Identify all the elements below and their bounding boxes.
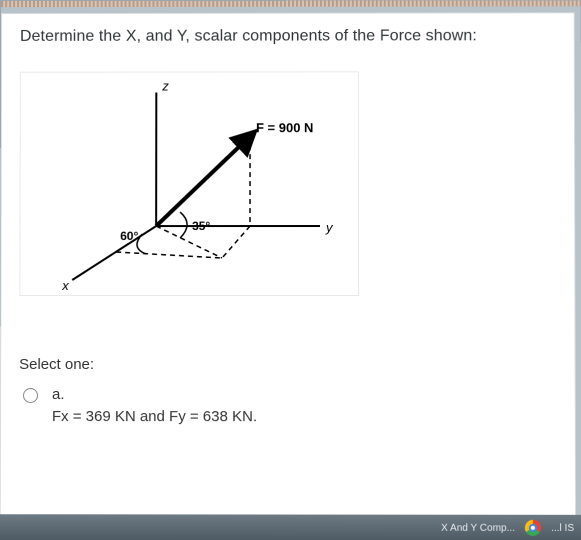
proj-drop3 — [156, 226, 222, 258]
proj-drop4 — [116, 252, 222, 258]
browser-top-stripe — [1, 0, 580, 7]
select-one-label: Select one: — [19, 356, 557, 373]
option-a-letter: a. — [52, 385, 257, 405]
axis-z-label: z — [161, 78, 169, 93]
diagram-svg: z y x 35° 60° F = 900 N — [20, 72, 360, 297]
screen-frame: Determine the X, and Y, scalar component… — [0, 0, 581, 540]
axis-y-label: y — [325, 220, 334, 235]
option-a-text: Fx = 369 KN and Fy = 638 KN. — [52, 408, 257, 425]
option-a-radio[interactable] — [23, 388, 38, 403]
question-card: Determine the X, and Y, scalar component… — [0, 12, 576, 518]
taskbar-item-1[interactable]: X And Y Comp... — [441, 522, 515, 533]
force-vector — [156, 136, 250, 226]
angle-60-label: 60° — [120, 229, 138, 243]
option-a-body: a. Fx = 369 KN and Fy = 638 KN. — [52, 385, 257, 428]
axis-x-label: x — [61, 278, 69, 293]
taskbar: X And Y Comp... ...l IS — [0, 514, 581, 540]
chrome-icon[interactable] — [525, 520, 541, 536]
question-prompt: Determine the X, and Y, scalar component… — [20, 27, 556, 46]
taskbar-item-2: ...l IS — [551, 522, 574, 533]
force-diagram: z y x 35° 60° F = 900 N — [19, 71, 359, 296]
option-a-row[interactable]: a. Fx = 369 KN and Fy = 638 KN. — [19, 385, 557, 428]
angle-35-label: 35° — [192, 219, 210, 233]
proj-drop2 — [222, 226, 250, 258]
force-label: F = 900 N — [256, 120, 313, 135]
